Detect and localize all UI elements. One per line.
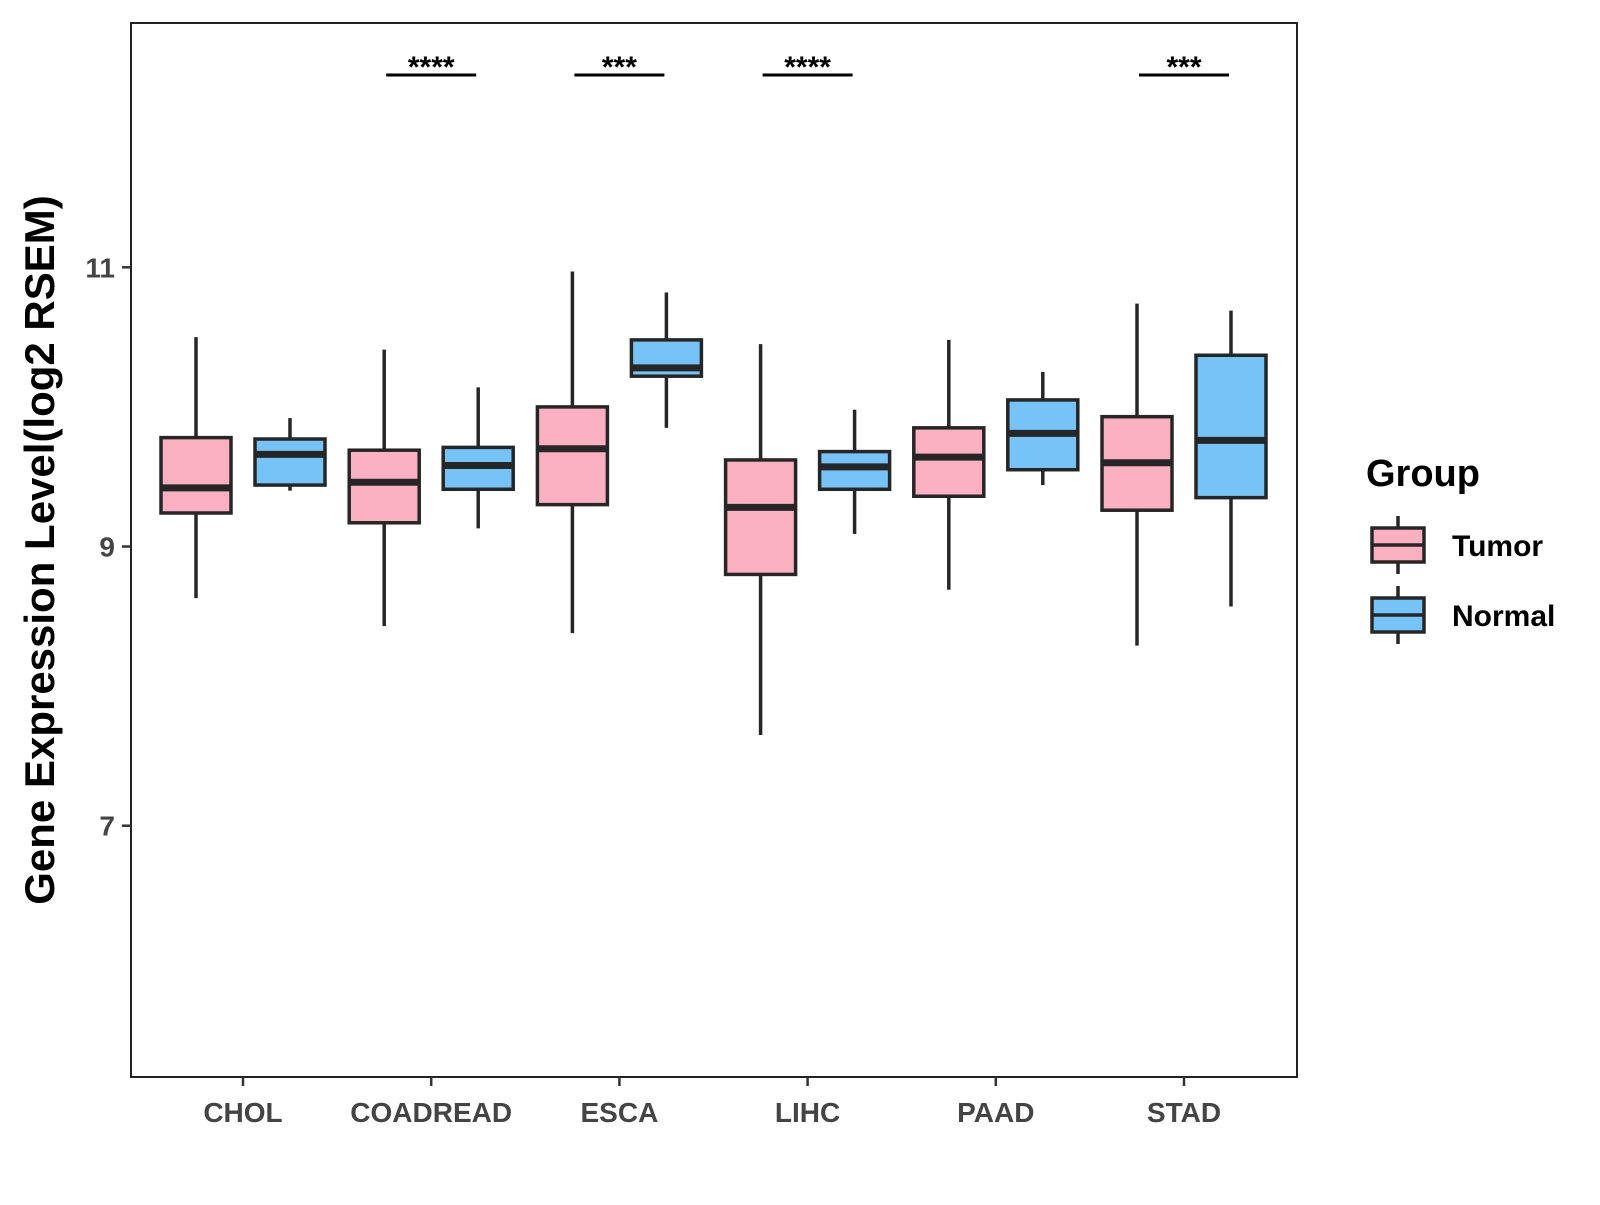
significance-lihc: ****: [762, 51, 853, 84]
box-rect-chol-tumor: [159, 435, 233, 515]
legend-title: Group: [1366, 453, 1480, 495]
box-lihc-tumor: [723, 344, 798, 735]
x-tick-label-coadread: COADREAD: [350, 1097, 512, 1128]
significance-label-stad: ***: [1166, 51, 1201, 84]
plot-panel: [130, 22, 1298, 1078]
box-esca-normal: [629, 292, 704, 428]
significance-coadread: ****: [386, 51, 477, 84]
legend-item-normal: Normal: [1370, 586, 1555, 644]
x-tick-label-chol: CHOL: [203, 1097, 282, 1128]
y-axis-title: Gene Expression Level(log2 RSEM): [16, 195, 63, 905]
box-paad-normal: [1006, 372, 1080, 486]
box-rect-paad-tumor: [912, 426, 986, 499]
x-tick-label-esca: ESCA: [581, 1097, 659, 1128]
significance-label-coadread: ****: [408, 51, 455, 84]
box-rect-lihc-tumor: [723, 458, 798, 577]
box-stad-tumor: [1100, 303, 1174, 646]
box-stad-normal: [1194, 310, 1268, 607]
box-coadread-normal: [441, 387, 515, 529]
significance-layer: **** *** **** ***: [386, 51, 1229, 84]
x-tick-label-paad: PAAD: [957, 1097, 1034, 1128]
legend-label-tumor: Tumor: [1452, 530, 1543, 563]
box-rect-esca-tumor: [535, 405, 610, 507]
box-chol-normal: [253, 418, 327, 491]
significance-label-esca: ***: [602, 51, 637, 84]
box-esca-tumor: [535, 271, 610, 634]
legend-label-normal: Normal: [1452, 600, 1555, 633]
significance-esca: ***: [574, 51, 665, 84]
x-tick-label-lihc: LIHC: [775, 1097, 840, 1128]
box-coadread-tumor: [347, 349, 421, 627]
y-tick-label-9: 9: [99, 532, 115, 563]
box-paad-tumor: [912, 339, 986, 590]
axes-layer: 7 9 11 CHOL COADREAD ESCA LIHC PAAD STAD: [85, 252, 1221, 1128]
box-rect-stad-normal: [1194, 353, 1268, 500]
box-chol-tumor: [159, 337, 233, 599]
significance-label-lihc: ****: [784, 51, 831, 84]
box-rect-chol-normal: [253, 437, 327, 487]
legend: Group Tumor Normal: [1366, 453, 1555, 644]
box-rect-coadread-tumor: [347, 448, 421, 525]
box-lihc-normal: [817, 409, 892, 534]
boxes-layer: [159, 271, 1268, 735]
legend-item-tumor: Tumor: [1370, 516, 1543, 574]
y-tick-label-7: 7: [99, 811, 115, 842]
y-tick-label-11: 11: [85, 252, 115, 283]
significance-stad: ***: [1139, 51, 1229, 84]
x-tick-label-stad: STAD: [1147, 1097, 1221, 1128]
